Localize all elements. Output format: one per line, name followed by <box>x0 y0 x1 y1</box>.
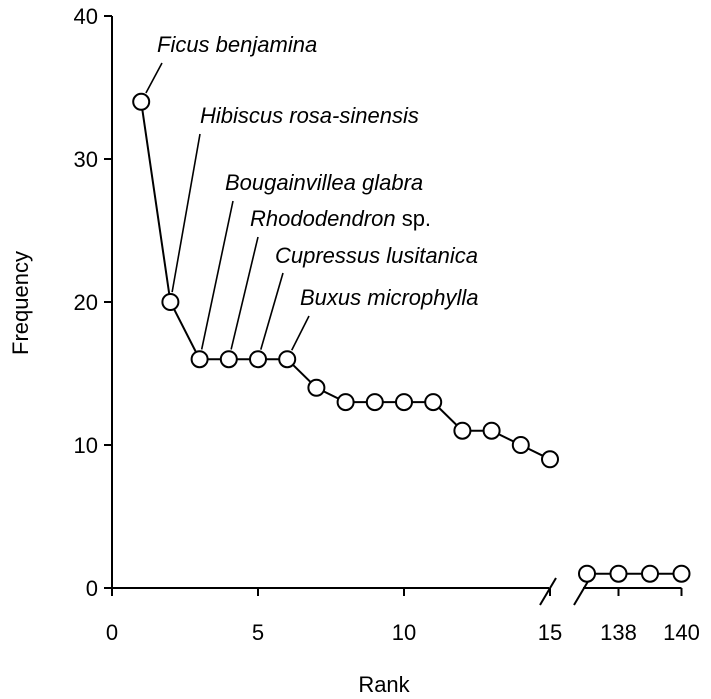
x-tick-label: 5 <box>252 620 264 645</box>
species-name: Ficus benjamina <box>157 32 317 57</box>
y-tick-label: 30 <box>74 147 98 172</box>
x-axis-title: Rank <box>358 672 410 697</box>
annotation-leader <box>230 236 259 350</box>
y-tick-label: 40 <box>74 4 98 29</box>
data-point <box>307 378 326 397</box>
species-name: Hibiscus rosa-sinensis <box>200 103 419 128</box>
data-point <box>541 450 559 469</box>
axes <box>104 15 683 606</box>
data-point-tail <box>641 564 659 583</box>
x-tick-label: 0 <box>106 620 118 645</box>
data-point <box>219 350 238 369</box>
y-tick-label: 20 <box>74 290 98 315</box>
data-point-tail <box>672 564 691 583</box>
data-point <box>365 393 384 412</box>
data-point <box>278 350 297 369</box>
annotation-leader <box>171 133 201 293</box>
annotation-leader <box>200 200 234 350</box>
species-name: Rhododendron <box>250 206 396 231</box>
data-point <box>511 436 530 454</box>
x-tick-label: 10 <box>392 620 416 645</box>
y-tick-label: 10 <box>74 433 98 458</box>
x-tick-label: 15 <box>538 620 562 645</box>
x-tick-label: 138 <box>600 620 637 645</box>
x-tick-label: 140 <box>663 620 700 645</box>
species-suffix: sp. <box>396 206 431 231</box>
annotation-label: Rhododendron sp. <box>250 206 431 231</box>
annotation-label: Cupressus lusitanica <box>275 243 478 268</box>
data-point <box>453 421 472 440</box>
labels: 0 10 20 30 40 0 5 10 15 138 140 Rank Frequency Ficus … <box>8 4 700 697</box>
data-point <box>395 393 413 412</box>
species-name: Cupressus lusitanica <box>275 243 478 268</box>
data-point <box>132 92 151 111</box>
data-point <box>190 350 209 369</box>
data-point-tail <box>578 564 596 583</box>
species-name: Buxus microphylla <box>300 285 479 310</box>
data-series <box>132 92 691 583</box>
annotation-leader <box>260 272 284 350</box>
annotation-label: Buxus microphylla <box>300 285 479 310</box>
species-name: Bougainvillea glabra <box>225 170 423 195</box>
annotation-label: Bougainvillea glabra <box>225 170 423 195</box>
annotation-label: Ficus benjamina <box>157 32 317 57</box>
annotation-label: Hibiscus rosa-sinensis <box>200 103 419 128</box>
annotation-leader <box>290 315 310 351</box>
data-point <box>482 421 501 440</box>
data-point <box>424 393 443 412</box>
data-point <box>249 350 267 369</box>
axis-break-mark-left <box>539 577 557 606</box>
annotation-lines <box>145 62 310 351</box>
annotation-leader <box>145 62 163 94</box>
data-point-tail <box>609 564 628 583</box>
data-point <box>336 393 355 412</box>
y-axis-title: Frequency <box>8 251 33 355</box>
data-point <box>161 293 180 311</box>
y-tick-label: 0 <box>86 576 98 601</box>
